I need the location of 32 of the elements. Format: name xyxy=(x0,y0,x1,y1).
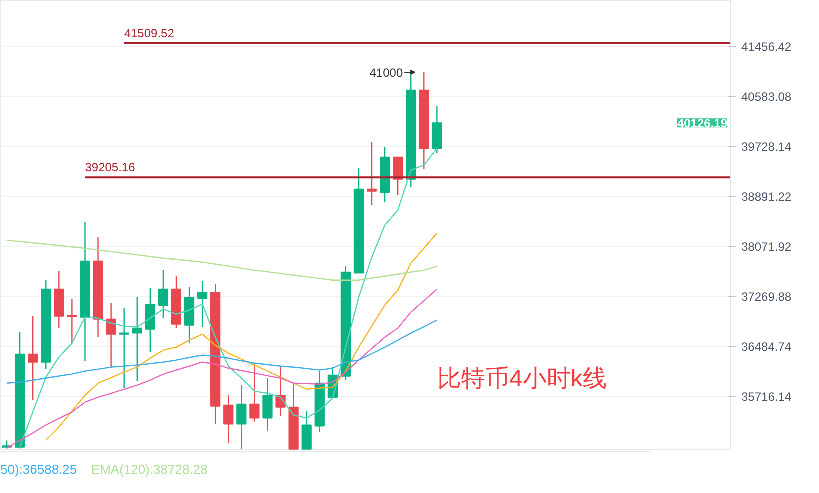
candlestick xyxy=(250,362,260,423)
y-tick-label: 41456.42 xyxy=(742,40,792,54)
candlestick xyxy=(28,316,38,402)
ref-line-label: 39205.16 xyxy=(85,160,136,175)
candlestick xyxy=(132,296,142,382)
y-tick-label: 36484.74 xyxy=(742,340,792,354)
text: EMA(120):38728.28 xyxy=(91,462,208,477)
annotation: 41000 xyxy=(370,66,404,80)
candlestick xyxy=(197,280,208,328)
candlestick xyxy=(366,142,378,206)
y-tick-label: 38891.22 xyxy=(742,190,792,204)
y-tick-label: 38071.92 xyxy=(742,240,792,254)
candlestick xyxy=(67,298,78,344)
candlestick xyxy=(224,394,234,444)
y-tick-label: 35716.14 xyxy=(742,390,792,404)
line-series xyxy=(46,232,438,441)
y-tick-label: 37269.88 xyxy=(742,290,792,304)
candlestick xyxy=(276,366,286,417)
line-series xyxy=(6,320,438,384)
candlestick xyxy=(119,308,130,390)
candlestick xyxy=(106,302,116,368)
candlestick xyxy=(262,378,273,432)
text: 50):36588.25 xyxy=(0,462,78,477)
text: 比特币4小时k线 xyxy=(438,366,607,392)
candlestick xyxy=(158,270,169,319)
y-tick-label: 40583.08 xyxy=(742,90,792,104)
candlestick xyxy=(393,156,404,196)
candlestick xyxy=(236,384,247,450)
ref-line-label: 41509.52 xyxy=(124,26,175,40)
line-series xyxy=(6,240,438,281)
y-tick-label: 39728.14 xyxy=(742,140,792,154)
annotation: 40126.19 xyxy=(677,116,728,131)
